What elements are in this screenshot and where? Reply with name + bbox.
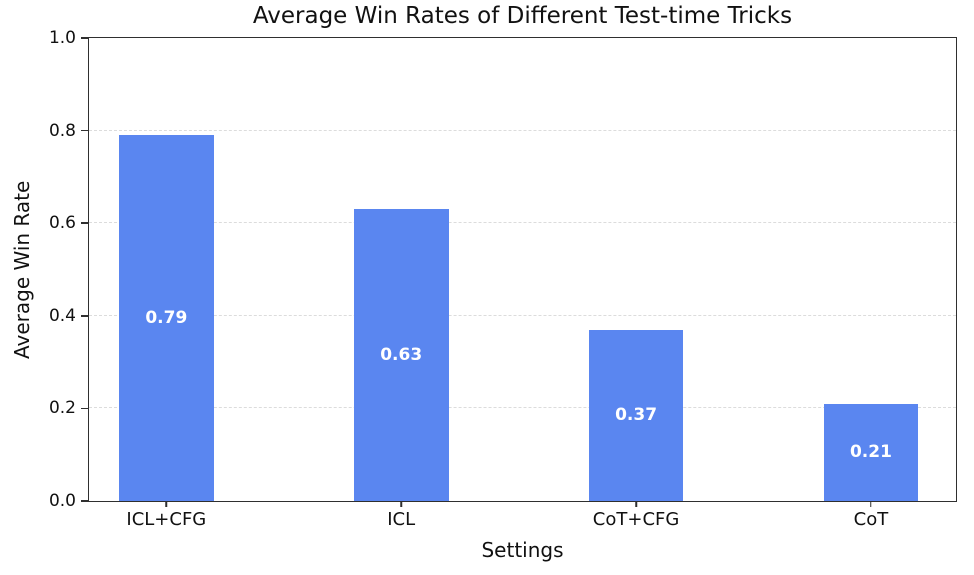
x-tick-label-ICL+CFG: ICL+CFG: [126, 509, 207, 530]
gridline-y-0.8: [89, 129, 956, 131]
y-tick-mark-0.8: [80, 129, 88, 132]
y-tick-mark-0.6: [80, 222, 88, 224]
gridline-y-0.6: [89, 222, 956, 224]
y-tick-label-0.4: 0.4: [48, 305, 76, 326]
x-tick-label-CoT: CoT: [853, 509, 889, 530]
plot-area: 0.0 0.2 0.4 0.6 0.8 1.0 0.79 ICL+CFG 0.63 ICL 0.37…: [49, 28, 957, 530]
x-tick-mark-ICL+CFG: [165, 501, 168, 507]
y-tick-mark-0.4: [80, 315, 88, 317]
x-tick-mark-CoT: [870, 501, 872, 507]
y-tick-mark-0.0: [80, 500, 88, 502]
bar-ICL+CFG: 0.79: [118, 135, 214, 501]
bar-value-label-ICL+CFG: 0.79: [145, 308, 188, 329]
chart-title: Average Win Rates of Different Test-time…: [252, 3, 793, 29]
x-tick-mark-CoT+CFG: [635, 501, 637, 507]
y-tick-mark-0.2: [80, 407, 88, 410]
x-tick-label-CoT+CFG: CoT+CFG: [592, 509, 680, 530]
bar-value-label-CoT+CFG: 0.37: [615, 405, 658, 426]
x-tick-mark-ICL: [400, 501, 402, 507]
gridline-y-0.4: [89, 314, 956, 316]
x-tick-label-ICL: ICL: [387, 509, 416, 530]
y-axis-label: Average Win Rate: [10, 180, 34, 359]
x-axis-label: Settings: [481, 538, 564, 562]
y-tick-label-0.2: 0.2: [48, 398, 76, 419]
y-tick-label-0.6: 0.6: [48, 213, 76, 234]
bar-value-label-ICL: 0.63: [380, 345, 423, 366]
bar-ICL: 0.63: [353, 209, 449, 501]
bar-CoT: 0.21: [823, 403, 919, 501]
y-tick-mark-1.0: [80, 37, 88, 39]
gridline-y-0.2: [89, 407, 956, 409]
y-tick-label-1.0: 1.0: [48, 28, 76, 48]
bar-CoT+CFG: 0.37: [588, 329, 684, 501]
y-tick-label-0.8: 0.8: [48, 120, 76, 141]
y-tick-label-0.0: 0.0: [48, 491, 76, 511]
bar-value-label-CoT: 0.21: [849, 442, 892, 463]
